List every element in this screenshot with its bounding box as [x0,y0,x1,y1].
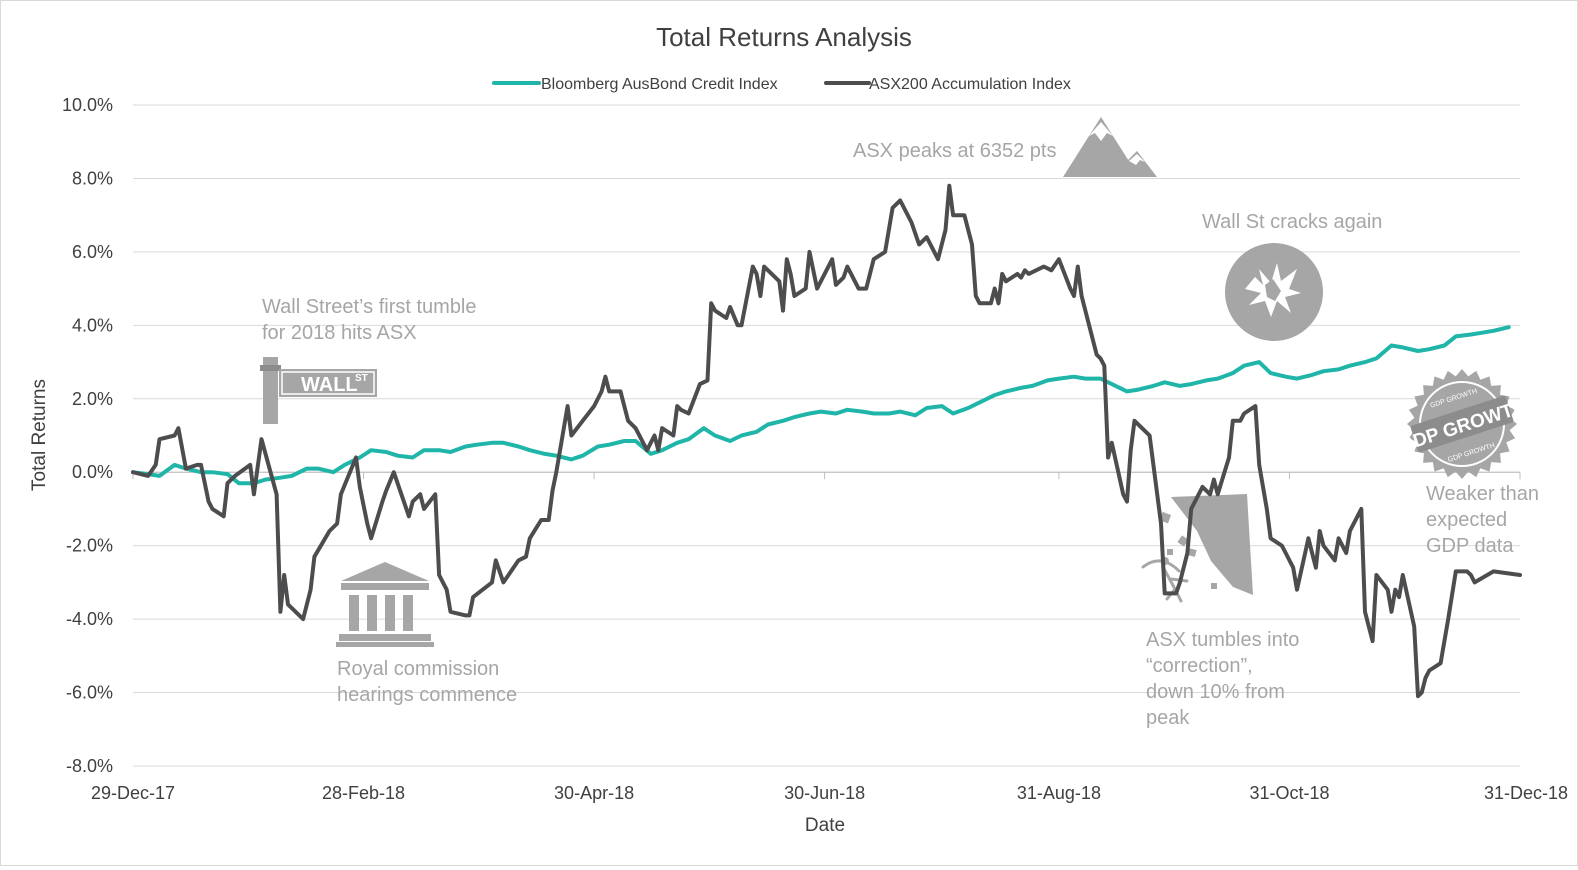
annotation-wall-street-tumble-line-2: for 2018 hits ASX [262,322,417,344]
annotation-asx-peak: ASX peaks at 6352 pts [853,140,1056,162]
annotation-asx-correction-line-2: “correction”, [1146,655,1253,677]
x-tick-label: 30-Apr-18 [554,783,634,803]
bank-building-icon [336,562,434,647]
y-tick-label: -8.0% [66,756,113,776]
street-sign-icon: WALL ST [260,357,377,424]
series-line-bloomberg [131,325,1511,486]
x-tick-label: 31-Oct-18 [1249,783,1329,803]
cracked-circle-icon [1225,243,1323,341]
annotation-asx-correction: ASX tumbles into “correction”, down 10% … [1146,629,1305,729]
annotation-royal-commission-line-2: hearings commence [337,684,517,706]
y-tick-label: 0.0% [72,462,113,482]
legend: Bloomberg AusBond Credit Index ASX200 Ac… [492,76,1071,93]
y-tick-label: 6.0% [72,242,113,262]
gdp-growth-seal-icon: GDP GROWTH GDP GROWTH GDP GROWTH [1396,369,1529,479]
annotation-asx-correction-line-3: down 10% from [1146,681,1285,703]
annotation-gdp-weaker-line-1: Weaker than [1426,483,1539,505]
chart-title: Total Returns Analysis [656,22,912,52]
x-tick-label: 31-Aug-18 [1017,783,1101,803]
legend-label-asx200[interactable]: ASX200 Accumulation Index [869,76,1071,93]
annotation-wall-st-cracks: Wall St cracks again [1202,211,1382,233]
y-tick-label: -6.0% [66,683,113,703]
mountain-peak-icon [1063,117,1157,177]
x-tick-label: 31-Dec-18 [1484,783,1568,803]
y-tick-label: -4.0% [66,609,113,629]
y-tick-label: 4.0% [72,315,113,335]
street-sign-text: WALL [301,374,358,396]
y-tick-label: 10.0% [62,95,113,115]
annotation-asx-correction-line-4: peak [1146,707,1190,729]
x-axis-ticks: 29-Dec-17 28-Feb-18 30-Apr-18 30-Jun-18 31-A… [91,472,1568,803]
street-sign-superscript: ST [355,373,368,384]
y-tick-label: 2.0% [72,389,113,409]
x-tick-label: 30-Jun-18 [784,783,865,803]
series-line-asx200 [131,183,1522,699]
annotation-royal-commission-line-1: Royal commission [337,658,499,680]
annotation-gdp-weaker: Weaker than expected GDP data [1426,483,1545,557]
y-axis-ticks: -8.0% -6.0% -4.0% -2.0% 0.0% 2.0% 4.0% 6.0% 8.0%… [62,95,113,776]
annotation-gdp-weaker-line-2: expected [1426,509,1507,531]
y-tick-label: -2.0% [66,536,113,556]
legend-label-bloomberg[interactable]: Bloomberg AusBond Credit Index [541,76,778,93]
annotation-wall-street-tumble: Wall Street’s first tumble for 2018 hits… [262,296,482,344]
x-tick-label: 28-Feb-18 [322,783,405,803]
annotation-wall-street-tumble-line-1: Wall Street’s first tumble [262,296,477,318]
annotation-gdp-weaker-line-3: GDP data [1426,535,1514,557]
x-tick-label: 29-Dec-17 [91,783,175,803]
y-axis-title: Total Returns [29,379,50,491]
x-axis-title: Date [805,815,845,836]
annotation-asx-correction-line-1: ASX tumbles into [1146,629,1299,651]
y-tick-label: 8.0% [72,168,113,188]
annotation-royal-commission: Royal commission hearings commence [337,658,517,706]
